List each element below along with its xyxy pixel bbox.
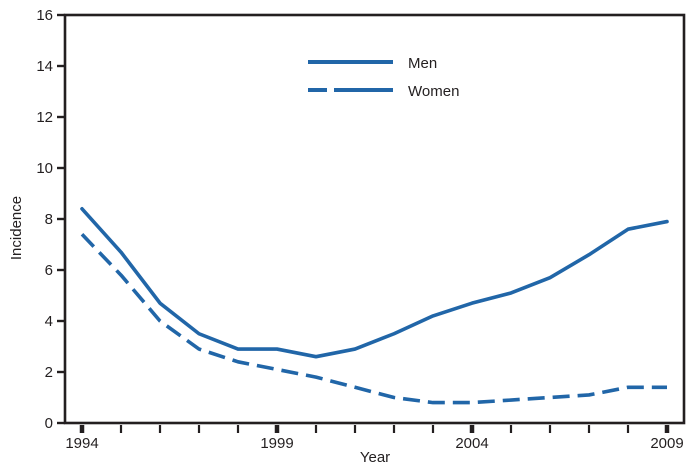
x-tick-label: 1994 bbox=[65, 435, 98, 452]
y-tick-label: 16 bbox=[36, 7, 53, 24]
y-tick-label: 6 bbox=[45, 262, 53, 279]
series-line-men bbox=[80, 207, 669, 359]
y-axis-title: Incidence bbox=[8, 196, 25, 260]
y-tick-label: 12 bbox=[36, 109, 53, 126]
x-tick-label: 1999 bbox=[260, 435, 293, 452]
y-tick-label: 4 bbox=[45, 313, 53, 330]
x-tick-label: 2004 bbox=[455, 435, 488, 452]
y-tick-label: 14 bbox=[36, 58, 53, 75]
chart-generated-layer: 0 2 4 6 8 10 12 14 16 1994 1999 2004 2009 bbox=[36, 7, 686, 452]
legend-label-men: Men bbox=[408, 55, 437, 72]
y-tick-label: 2 bbox=[45, 364, 53, 381]
legend-label-women: Women bbox=[408, 83, 459, 100]
plot-frame bbox=[63, 13, 686, 425]
y-tick-label: 8 bbox=[45, 211, 53, 228]
y-tick-label: 10 bbox=[36, 160, 53, 177]
legend: Men Women bbox=[308, 55, 459, 100]
x-axis-title: Year bbox=[360, 449, 390, 466]
x-tick-label: 2009 bbox=[650, 435, 683, 452]
series-line-women bbox=[80, 233, 667, 405]
y-tick-label: 0 bbox=[45, 415, 53, 432]
